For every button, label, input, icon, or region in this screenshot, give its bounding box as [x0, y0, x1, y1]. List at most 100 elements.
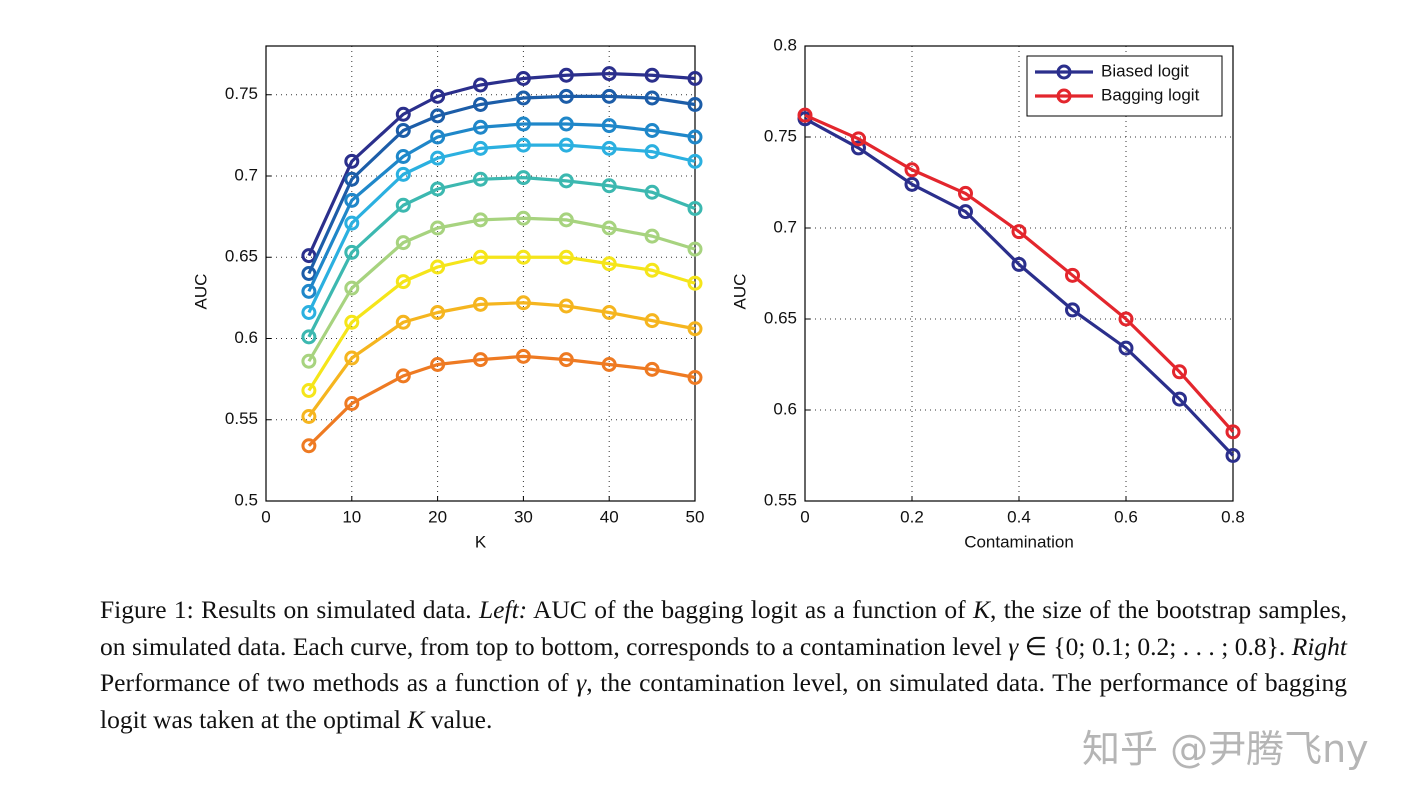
- caption-run: γ: [576, 668, 587, 697]
- x-tick-label: 10: [342, 507, 361, 526]
- point: [958, 204, 973, 220]
- caption-run: Left:: [479, 595, 528, 624]
- point: [473, 171, 488, 187]
- point: [344, 244, 360, 260]
- point: [1011, 256, 1027, 272]
- y-tick-label: 0.6: [773, 399, 797, 418]
- point: [301, 438, 317, 454]
- caption-run: Performance of two methods as a function…: [100, 668, 577, 697]
- point: [473, 97, 488, 112]
- point: [301, 305, 317, 320]
- point: [558, 212, 574, 228]
- point: [395, 314, 411, 330]
- watermark: 知乎 @尹腾飞ny: [1082, 727, 1369, 771]
- point: [601, 305, 617, 320]
- caption-run: , the size of the bootstrap samples, on …: [100, 595, 1348, 661]
- point: [1065, 302, 1080, 318]
- x-tick-label: 0.4: [1007, 507, 1031, 526]
- series-line: [307, 255, 696, 392]
- point: [644, 262, 660, 278]
- point: [904, 176, 920, 192]
- caption-run: K: [973, 595, 991, 624]
- point: [344, 396, 360, 411]
- legend-label: Bagging logit: [1101, 85, 1200, 104]
- point: [687, 370, 703, 385]
- point: [687, 153, 703, 169]
- caption-run: AUC of the bagging logit as a function o…: [527, 595, 974, 624]
- y-tick-label: 0.65: [764, 308, 797, 327]
- point: [797, 107, 813, 123]
- caption-run: K: [407, 704, 425, 734]
- series-line: [307, 354, 696, 447]
- y-tick-label: 0.7: [773, 217, 797, 236]
- point: [473, 119, 488, 135]
- series-line: [307, 72, 696, 257]
- point: [958, 185, 973, 201]
- y-tick-label: 0.55: [225, 409, 258, 428]
- point: [344, 192, 360, 208]
- point: [558, 173, 574, 189]
- y-tick-label: 0.65: [225, 247, 258, 266]
- point: [430, 357, 446, 372]
- point: [558, 352, 574, 368]
- point: [473, 249, 488, 265]
- point: [473, 77, 488, 93]
- point: [344, 215, 360, 231]
- point: [644, 228, 660, 244]
- point: [395, 235, 411, 251]
- x-tick-label: 40: [600, 507, 619, 526]
- caption-run: , the contamination level, on simulated …: [100, 668, 1347, 734]
- point: [851, 131, 866, 147]
- point: [395, 368, 411, 384]
- point: [601, 357, 617, 372]
- point: [395, 149, 411, 164]
- point: [644, 184, 660, 200]
- point: [515, 170, 531, 186]
- point: [515, 90, 531, 106]
- point: [301, 283, 317, 299]
- x-tick-label: 30: [514, 507, 533, 526]
- point: [687, 97, 703, 112]
- figure: 0.5 0.55 0.6 0.65 0.7 0.75 0 10 20 30 40 50 K AUC 0.55…: [191, 35, 1244, 551]
- point: [301, 329, 317, 345]
- plot-frame: [804, 45, 1234, 502]
- point: [395, 197, 411, 213]
- point: [430, 220, 446, 236]
- point: [904, 162, 920, 178]
- series-line: [804, 117, 1235, 457]
- series-line: [307, 216, 696, 363]
- point: [687, 275, 703, 291]
- y-axis-label: AUC: [730, 274, 749, 310]
- point: [644, 144, 660, 160]
- point: [687, 201, 703, 216]
- point: [430, 181, 446, 197]
- point: [687, 321, 703, 337]
- point: [473, 140, 488, 156]
- point: [301, 353, 317, 369]
- point: [344, 153, 360, 169]
- point: [430, 305, 446, 320]
- point: [430, 88, 446, 104]
- point: [601, 256, 617, 272]
- point: [601, 220, 617, 236]
- point: [558, 137, 574, 153]
- point: [395, 106, 411, 122]
- point: [601, 178, 617, 194]
- point: [601, 140, 617, 156]
- caption: Figure 1: Results on simulated data. Lef…: [100, 592, 1347, 738]
- point: [344, 350, 360, 366]
- point: [301, 248, 317, 264]
- point: [601, 66, 617, 82]
- point: [1065, 267, 1080, 283]
- y-axis-label: AUC: [191, 274, 210, 310]
- point: [558, 298, 574, 314]
- x-tick-label: 50: [686, 507, 705, 526]
- point: [687, 129, 703, 145]
- point: [1225, 448, 1241, 463]
- point: [430, 150, 446, 166]
- point: [644, 361, 660, 377]
- point: [430, 259, 446, 275]
- point: [301, 266, 317, 281]
- y-tick-label: 0.8: [773, 35, 797, 54]
